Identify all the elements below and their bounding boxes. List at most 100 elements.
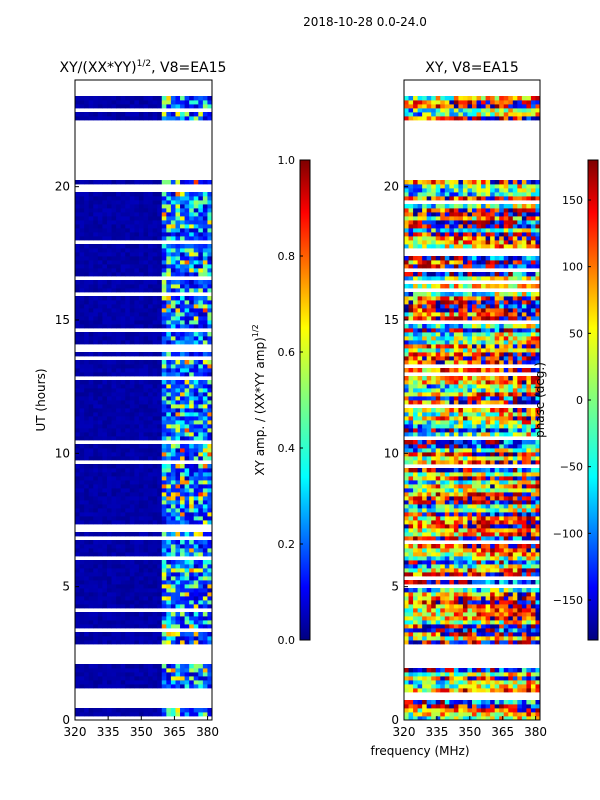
heatmap-cell — [499, 508, 505, 513]
heatmap-cell — [84, 336, 90, 341]
heatmap-cell — [148, 468, 154, 473]
heatmap-cell — [408, 628, 414, 633]
heatmap-cell — [198, 520, 204, 525]
heatmap-cell — [530, 516, 536, 521]
heatmap-cell — [143, 548, 149, 553]
heatmap-cell — [494, 484, 500, 489]
heatmap-cell — [521, 460, 527, 465]
heatmap-cell — [170, 616, 176, 621]
heatmap-cell — [111, 552, 117, 557]
heatmap-cell — [170, 196, 176, 201]
heatmap-cell — [161, 684, 167, 689]
heatmap-cell — [148, 564, 154, 569]
heatmap-cell — [125, 540, 131, 545]
heatmap-cell — [193, 308, 199, 313]
heatmap-cell — [440, 624, 446, 629]
heatmap-cell — [175, 392, 181, 397]
heatmap-cell — [84, 472, 90, 477]
heatmap-cell — [207, 360, 213, 365]
heatmap-cell — [161, 404, 167, 409]
heatmap-cell — [517, 580, 523, 585]
heatmap-cell — [202, 300, 208, 305]
heatmap-cell — [106, 400, 112, 405]
heatmap-cell — [157, 400, 163, 405]
heatmap-cell — [97, 412, 103, 417]
heatmap-cell — [490, 708, 496, 713]
heatmap-cell — [184, 596, 190, 601]
heatmap-cell — [138, 452, 144, 457]
heatmap-cell — [207, 352, 213, 357]
heatmap-cell — [490, 544, 496, 549]
heatmap-cell — [467, 568, 473, 573]
heatmap-cell — [129, 544, 135, 549]
heatmap-cell — [166, 224, 172, 229]
heatmap-cell — [485, 580, 491, 585]
heatmap-cell — [198, 580, 204, 585]
heatmap-cell — [444, 716, 450, 721]
heatmap-cell — [521, 588, 527, 593]
heatmap-cell — [435, 476, 441, 481]
heatmap-cell — [426, 484, 432, 489]
heatmap-cell — [125, 484, 131, 489]
heatmap-cell — [193, 448, 199, 453]
heatmap-cell — [508, 672, 514, 677]
heatmap-cell — [535, 544, 541, 549]
heatmap-cell — [462, 592, 468, 597]
heatmap-cell — [431, 568, 437, 573]
heatmap-cell — [88, 180, 94, 185]
heatmap-cell — [444, 548, 450, 553]
heatmap-cell — [180, 612, 185, 617]
heatmap-cell — [84, 248, 90, 253]
heatmap-cell — [79, 300, 85, 305]
heatmap-cell — [166, 352, 172, 357]
heatmap-cell — [435, 484, 441, 489]
heatmap-cell — [417, 476, 423, 481]
heatmap-cell — [120, 636, 126, 641]
heatmap-cell — [193, 116, 199, 121]
heatmap-cell — [152, 244, 158, 249]
heatmap-cell — [157, 404, 163, 409]
heatmap-cell — [102, 500, 108, 505]
heatmap-cell — [499, 636, 505, 641]
heatmap-cell — [472, 468, 477, 473]
heatmap-cell — [481, 588, 486, 593]
heatmap-cell — [111, 224, 117, 229]
heatmap-cell — [462, 616, 468, 621]
heatmap-cell — [79, 100, 85, 105]
heatmap-cell — [508, 524, 514, 529]
heatmap-cell — [426, 532, 432, 537]
heatmap-cell — [138, 568, 144, 573]
heatmap-cell — [467, 580, 473, 585]
heatmap-cell — [129, 208, 135, 213]
heatmap-cell — [435, 548, 441, 553]
heatmap-cell — [116, 192, 122, 197]
heatmap-cell — [184, 564, 190, 569]
heatmap-cell — [453, 568, 459, 573]
heatmap-cell — [417, 484, 423, 489]
heatmap-cell — [485, 468, 491, 473]
heatmap-cell — [129, 540, 135, 545]
heatmap-cell — [417, 716, 423, 721]
heatmap-cell — [97, 100, 103, 105]
heatmap-cell — [75, 404, 80, 409]
heatmap-cell — [444, 612, 450, 617]
heatmap-cell — [431, 600, 437, 605]
heatmap-cell — [530, 544, 536, 549]
heatmap-cell — [116, 332, 122, 337]
heatmap-cell — [481, 476, 486, 481]
heatmap-cell — [148, 708, 154, 713]
heatmap-cell — [422, 588, 428, 593]
heatmap-cell — [202, 404, 208, 409]
heatmap-cell — [476, 680, 482, 685]
heatmap-cell — [143, 228, 149, 233]
heatmap-cell — [152, 272, 158, 277]
heatmap-cell — [512, 684, 518, 689]
heatmap-cell — [485, 504, 491, 509]
heatmap-cell — [125, 396, 131, 401]
heatmap-cell — [198, 312, 204, 317]
heatmap-cell — [458, 604, 464, 609]
heatmap-cell — [499, 500, 505, 505]
heatmap-cell — [449, 604, 455, 609]
heatmap-cell — [193, 312, 199, 317]
heatmap-cell — [202, 548, 208, 553]
